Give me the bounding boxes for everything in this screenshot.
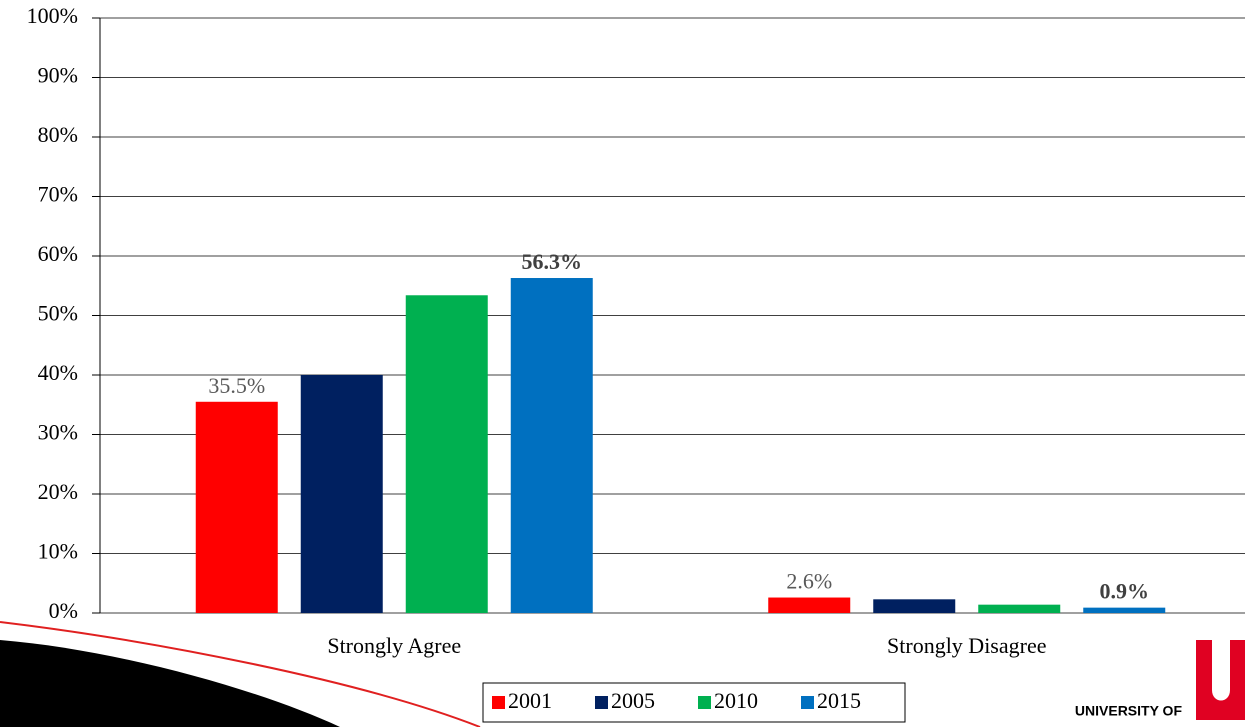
bar bbox=[300, 375, 383, 613]
bar bbox=[510, 278, 593, 613]
y-tick-label: 40% bbox=[38, 360, 78, 385]
decor-swoosh bbox=[0, 640, 340, 727]
legend-label: 2005 bbox=[611, 688, 655, 713]
legend-swatch bbox=[801, 696, 814, 709]
bar bbox=[978, 604, 1061, 613]
legend-swatch bbox=[698, 696, 711, 709]
y-tick-label: 80% bbox=[38, 122, 78, 147]
x-tick-label: Strongly Agree bbox=[327, 633, 461, 658]
y-tick-label: 30% bbox=[38, 420, 78, 445]
decor-line bbox=[0, 621, 481, 727]
y-tick-label: 20% bbox=[38, 479, 78, 504]
y-tick-label: 10% bbox=[38, 539, 78, 564]
y-tick-label: 0% bbox=[49, 598, 78, 623]
logo-text: UNIVERSITY OF bbox=[1075, 703, 1183, 719]
legend-label: 2001 bbox=[508, 688, 552, 713]
bar bbox=[1083, 607, 1166, 613]
legend-label: 2015 bbox=[817, 688, 861, 713]
logo-mark bbox=[1196, 640, 1245, 720]
data-label: 0.9% bbox=[1100, 579, 1150, 604]
y-tick-label: 90% bbox=[38, 63, 78, 88]
y-tick-label: 50% bbox=[38, 301, 78, 326]
legend-label: 2010 bbox=[714, 688, 758, 713]
legend-swatch bbox=[492, 696, 505, 709]
bar bbox=[873, 599, 956, 613]
y-tick-label: 60% bbox=[38, 241, 78, 266]
data-label: 2.6% bbox=[786, 569, 832, 594]
data-label: 35.5% bbox=[208, 373, 265, 398]
y-tick-label: 70% bbox=[38, 182, 78, 207]
legend-box bbox=[482, 682, 906, 723]
legend-swatch bbox=[595, 696, 608, 709]
bar bbox=[768, 597, 851, 613]
bar bbox=[405, 295, 488, 613]
y-tick-label: 100% bbox=[27, 3, 78, 28]
bar bbox=[195, 401, 278, 613]
x-tick-label: Strongly Disagree bbox=[887, 633, 1046, 658]
data-label: 56.3% bbox=[522, 249, 583, 274]
